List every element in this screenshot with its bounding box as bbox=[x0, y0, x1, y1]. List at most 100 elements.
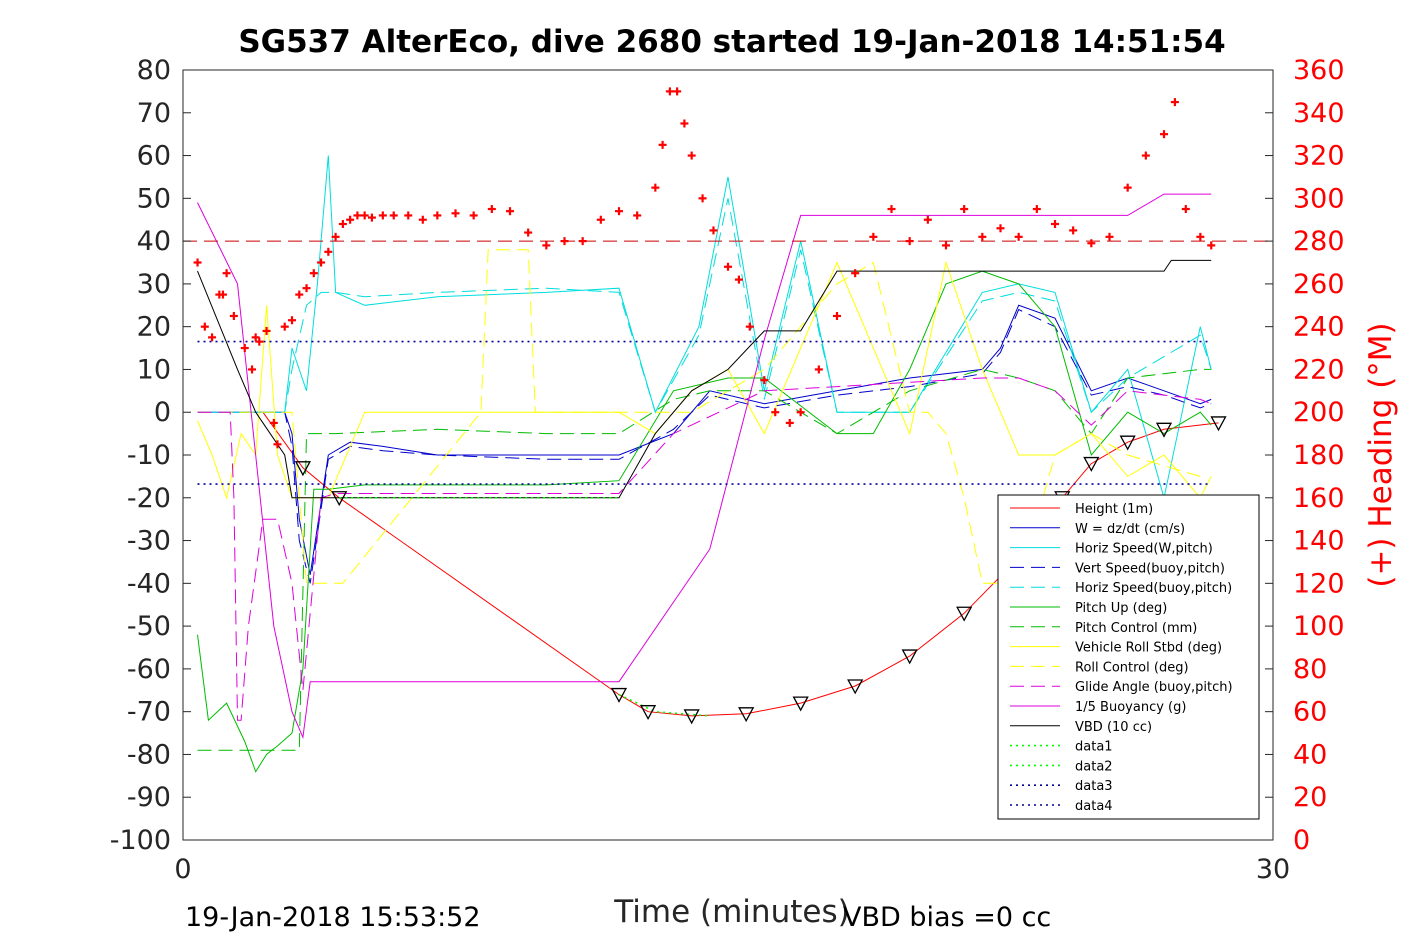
y-tick-label-right: 140 bbox=[1293, 526, 1345, 557]
heading-point bbox=[698, 194, 707, 203]
y-tick-label-right: 280 bbox=[1293, 226, 1345, 257]
heading-point bbox=[1181, 205, 1190, 214]
heading-point bbox=[542, 241, 551, 250]
heading-point bbox=[418, 215, 427, 224]
heading-point bbox=[709, 226, 718, 235]
heading-point bbox=[404, 211, 413, 220]
footer-vbd-bias: VBD bias =0 cc bbox=[843, 902, 1051, 933]
y-tick-label-right: 120 bbox=[1293, 568, 1345, 599]
heading-point bbox=[218, 290, 227, 299]
heading-point bbox=[1207, 241, 1216, 250]
x-axis-label: Time (minutes) bbox=[613, 894, 849, 930]
heading-point bbox=[1087, 239, 1096, 248]
y-axis-right-label: (+) Heading (°M) bbox=[1363, 322, 1399, 587]
y-tick-label-right: 80 bbox=[1293, 654, 1327, 685]
heading-point bbox=[923, 215, 932, 224]
heading-point bbox=[433, 211, 442, 220]
y-tick-label-left: -80 bbox=[127, 739, 171, 770]
heading-point bbox=[771, 408, 780, 417]
y-tick-label-left: -50 bbox=[127, 611, 171, 642]
heading-point bbox=[353, 211, 362, 220]
legend-label: Pitch Control (mm) bbox=[1075, 621, 1197, 636]
y-tick-label-right: 180 bbox=[1293, 440, 1345, 471]
legend-label: W = dz/dt (cm/s) bbox=[1075, 522, 1185, 537]
heading-point bbox=[324, 247, 333, 256]
heading-point bbox=[687, 151, 696, 160]
height-marker bbox=[1083, 456, 1100, 472]
y-tick-label-left: -20 bbox=[127, 483, 171, 514]
heading-point bbox=[833, 311, 841, 320]
legend-label: Horiz Speed(W,pitch) bbox=[1075, 542, 1213, 557]
y-tick-label-left: 60 bbox=[137, 141, 171, 172]
heading-point bbox=[506, 207, 514, 216]
heading-point bbox=[665, 87, 674, 96]
heading-point bbox=[724, 262, 732, 271]
height-marker bbox=[1210, 416, 1227, 432]
x-tick-label: 30 bbox=[1256, 854, 1290, 885]
heading-point bbox=[651, 183, 660, 192]
heading-point bbox=[1141, 151, 1150, 160]
heading-point bbox=[814, 365, 823, 374]
height-marker bbox=[683, 709, 700, 725]
y-tick-label-left: 50 bbox=[137, 183, 171, 214]
heading-point bbox=[673, 87, 682, 96]
heading-point bbox=[851, 269, 860, 278]
series-line bbox=[197, 368, 1212, 751]
heading-point bbox=[887, 205, 896, 214]
height-marker bbox=[294, 461, 311, 477]
y-tick-label-right: 100 bbox=[1293, 611, 1345, 642]
height-marker bbox=[792, 696, 809, 712]
heading-point bbox=[251, 333, 260, 342]
y-tick-label-right: 320 bbox=[1293, 141, 1345, 172]
heading-point bbox=[1105, 232, 1114, 241]
heading-point bbox=[905, 237, 914, 246]
height-marker bbox=[901, 649, 918, 665]
y-tick-label-left: 40 bbox=[137, 226, 171, 257]
heading-point bbox=[996, 224, 1005, 233]
y-tick-label-left: -70 bbox=[127, 697, 171, 728]
heading-point bbox=[1170, 98, 1179, 107]
heading-point bbox=[378, 211, 387, 220]
heading-point bbox=[942, 241, 950, 250]
heading-point bbox=[560, 237, 569, 246]
heading-point bbox=[346, 215, 355, 224]
height-marker bbox=[610, 687, 628, 703]
heading-point bbox=[633, 211, 642, 220]
heading-point bbox=[658, 140, 667, 149]
heading-point bbox=[978, 232, 987, 241]
legend: Height (1m) W = dz/dt (cm/s) Horiz Speed(W… bbox=[997, 494, 1260, 820]
legend-label: data1 bbox=[1075, 740, 1113, 755]
footer-timestamp: 19-Jan-2018 15:53:52 bbox=[185, 902, 481, 933]
heading-point bbox=[193, 258, 202, 267]
y-tick-label-left: -40 bbox=[127, 568, 171, 599]
legend-label: VBD (10 cc) bbox=[1075, 720, 1152, 735]
series-line bbox=[197, 249, 1201, 584]
y-tick-label-left: -90 bbox=[127, 782, 171, 813]
heading-point bbox=[295, 290, 304, 299]
height-markers bbox=[294, 416, 1227, 725]
height-marker bbox=[1119, 435, 1136, 451]
heading-point bbox=[487, 205, 496, 214]
series-line bbox=[197, 259, 1212, 499]
legend-label: Glide Angle (buoy,pitch) bbox=[1075, 680, 1233, 695]
y-tick-label-right: 20 bbox=[1293, 782, 1327, 813]
y-tick-label-right: 260 bbox=[1293, 269, 1345, 300]
heading-point bbox=[288, 316, 296, 325]
heading-point bbox=[760, 376, 769, 385]
heading-point bbox=[338, 220, 347, 228]
legend-label: Pitch Up (deg) bbox=[1075, 601, 1167, 616]
legend-label: data2 bbox=[1075, 759, 1113, 774]
heading-point bbox=[869, 232, 878, 241]
y-tick-label-right: 160 bbox=[1293, 483, 1345, 514]
series-line bbox=[197, 377, 1212, 721]
y-tick-label-right: 340 bbox=[1293, 98, 1345, 129]
series-line bbox=[262, 411, 1219, 717]
y-tick-label-right: 60 bbox=[1293, 697, 1327, 728]
heading-point bbox=[1160, 130, 1168, 139]
heading-point bbox=[302, 284, 311, 293]
heading-point bbox=[734, 275, 743, 284]
heading-point bbox=[745, 322, 754, 331]
y-tick-label-right: 360 bbox=[1293, 55, 1345, 86]
series-line bbox=[197, 193, 1212, 740]
